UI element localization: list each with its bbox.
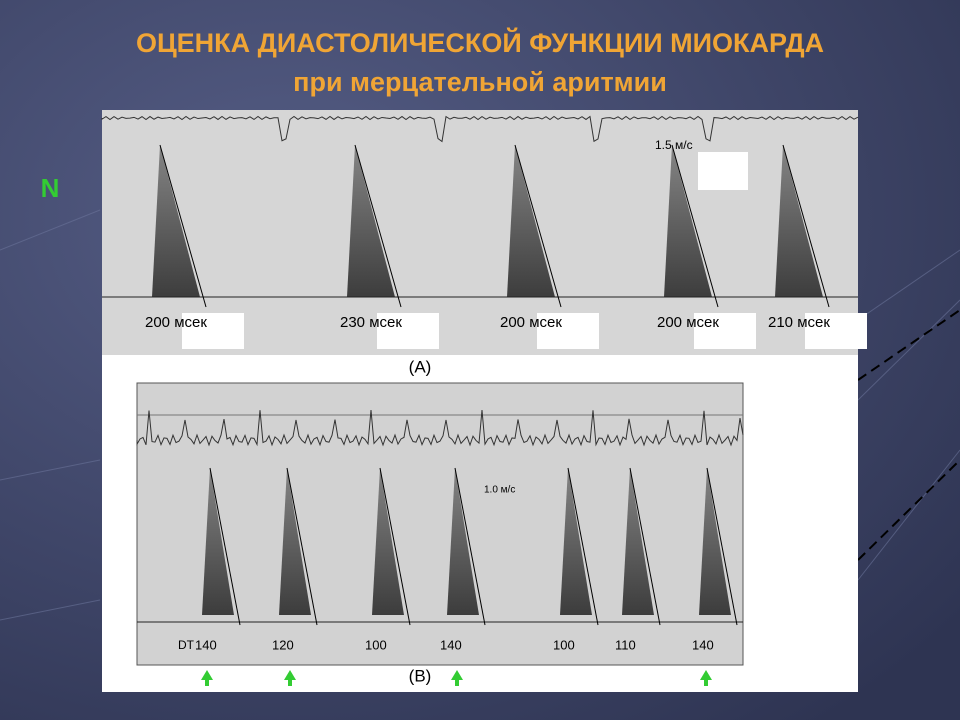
label-box [694, 313, 756, 349]
dt-value: 120 [272, 637, 294, 652]
arrow [201, 670, 213, 686]
ecg-trace [101, 115, 859, 143]
dt-line [671, 144, 719, 308]
dt-line [159, 144, 207, 308]
dt-value: 230 мсек [340, 314, 402, 331]
dashed-lines [857, 309, 960, 561]
dt-value: 200 мсек [657, 314, 719, 331]
ecg-trace [136, 409, 744, 447]
dt-value: 100 [553, 637, 575, 652]
dt-line [354, 144, 402, 308]
doppler-peak [507, 145, 555, 297]
dt-line [706, 467, 738, 626]
subtitle: при мерцательной аритмии [293, 67, 667, 97]
doppler-peak [347, 145, 395, 297]
dt-value: 140 [692, 637, 714, 652]
marker: N [41, 173, 60, 203]
doppler-b [136, 382, 744, 666]
title: ОЦЕНКА ДИАСТОЛИЧЕСКОЙ ФУНКЦИИ МИОКАРДА [136, 27, 824, 58]
dt-value: 140 [440, 637, 462, 652]
doppler-peak [622, 468, 654, 615]
caption-b: (B) [409, 666, 432, 685]
scale-b: 1.0 м/с [484, 485, 515, 496]
label-box [182, 313, 244, 349]
dt-value: 140 [195, 637, 217, 652]
label-box [805, 313, 867, 349]
dt-line [629, 467, 661, 626]
arrow [284, 670, 296, 686]
dt-value: 210 мсек [768, 314, 830, 331]
label-box [377, 313, 439, 349]
doppler-peak [775, 145, 823, 297]
dt-value: 200 мсек [500, 314, 562, 331]
label-box [698, 152, 748, 190]
dt-line [514, 144, 562, 308]
dt-line [209, 467, 241, 626]
scale-a: 1.5 м/с [655, 138, 693, 152]
doppler-peak [279, 468, 311, 615]
doppler-peak [372, 468, 404, 615]
arrow [700, 670, 712, 686]
dt-label: DT [178, 638, 195, 652]
dt-value: 110 [615, 637, 636, 652]
doppler-peak [664, 145, 712, 297]
doppler-peak [447, 468, 479, 615]
dt-line [379, 467, 411, 626]
dt-line [454, 467, 486, 626]
dt-value: 100 [365, 637, 387, 652]
dt-line [286, 467, 318, 626]
dt-line [782, 144, 830, 308]
doppler-peak [560, 468, 592, 615]
dt-value: 200 мсек [145, 314, 207, 331]
network-lines [0, 209, 960, 621]
label-box [537, 313, 599, 349]
caption-a: (A) [409, 357, 432, 376]
doppler-peak [699, 468, 731, 615]
doppler-peak [152, 145, 200, 297]
arrow [451, 670, 463, 686]
doppler-peak [202, 468, 234, 615]
dt-line [567, 467, 599, 626]
